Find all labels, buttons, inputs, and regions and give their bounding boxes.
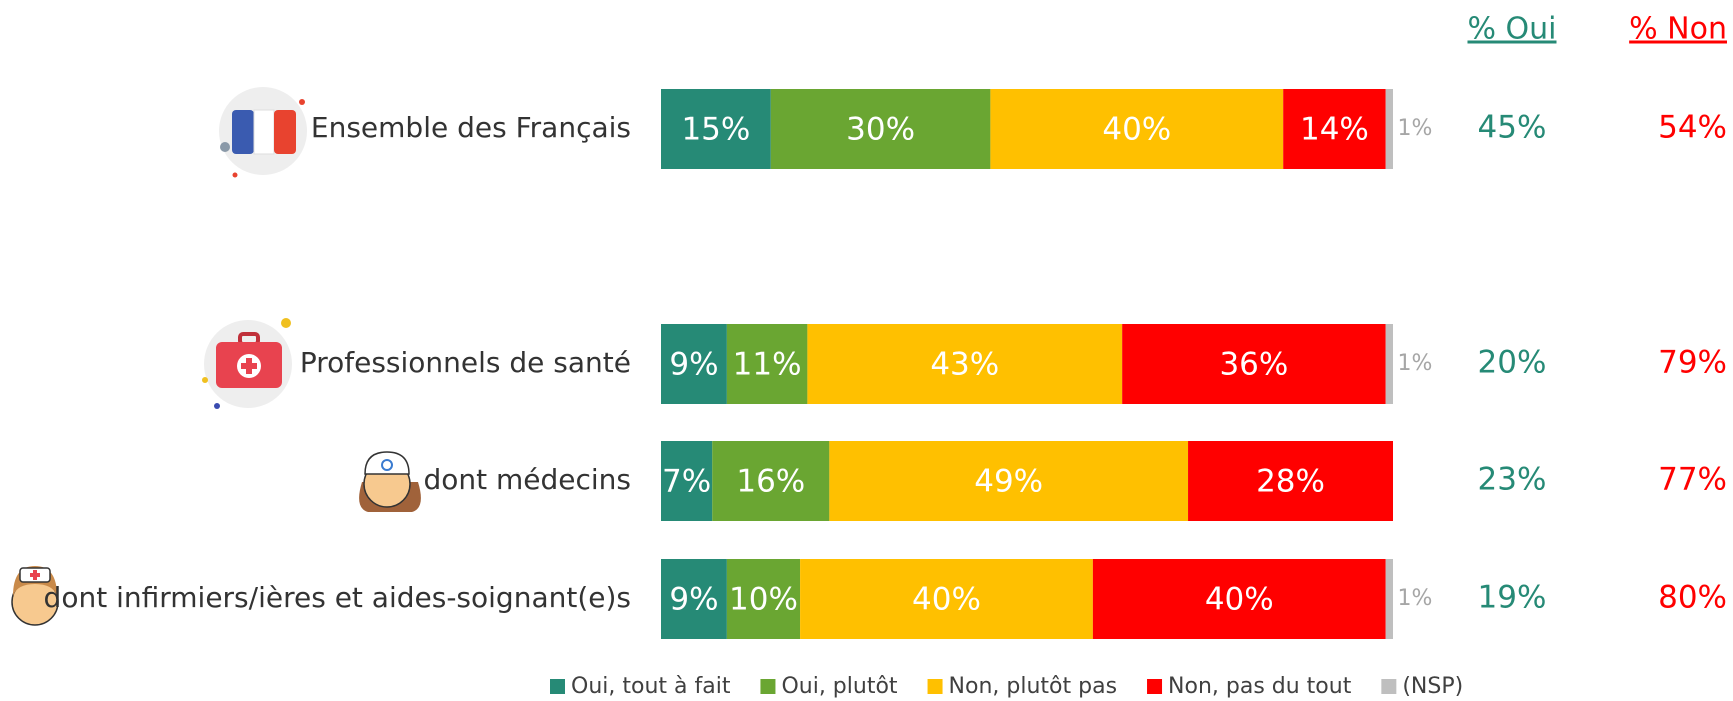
bar-segment	[829, 441, 1189, 521]
summary-value: 54%	[1658, 110, 1727, 146]
data-label: 40%	[912, 582, 981, 618]
column-header: % Non	[1629, 12, 1727, 47]
data-label: 9%	[669, 347, 718, 383]
bar-segment	[1122, 324, 1386, 404]
data-label: 10%	[729, 582, 798, 618]
data-label: 49%	[974, 464, 1043, 500]
bar-segment	[990, 89, 1284, 169]
summary-value: 45%	[1478, 110, 1547, 146]
category-label: dont infirmiers/ières et aides-soignant(…	[44, 581, 631, 614]
data-label: 1%	[1398, 116, 1433, 141]
legend-label: Non, pas du tout	[1168, 674, 1352, 699]
data-label: 15%	[681, 112, 750, 148]
legend-label: Oui, tout à fait	[571, 674, 731, 699]
bar-segment	[726, 324, 808, 404]
summary-value: 79%	[1658, 345, 1727, 381]
icon-medical-kit	[202, 318, 292, 409]
data-label: 9%	[669, 582, 718, 618]
summary-value: 77%	[1658, 462, 1727, 498]
bar-segment	[807, 324, 1123, 404]
data-label: 7%	[662, 464, 711, 500]
legend-swatch	[550, 679, 565, 694]
bar-segment	[1188, 441, 1393, 521]
bar-segment	[1092, 559, 1386, 639]
legend-label: Oui, plutôt	[781, 674, 897, 699]
bar-segment	[1385, 89, 1393, 169]
legend-swatch	[927, 679, 943, 694]
bar-segment	[661, 89, 771, 169]
summary-value: 23%	[1478, 462, 1547, 498]
icon-doctor	[359, 451, 421, 512]
data-label: 40%	[1102, 112, 1171, 148]
category-label: Professionnels de santé	[300, 346, 631, 379]
data-label: 30%	[846, 112, 915, 148]
bar-segment	[712, 441, 830, 521]
bar-segment	[1385, 559, 1393, 639]
legend-swatch	[1381, 679, 1397, 694]
data-label: 36%	[1219, 347, 1288, 383]
column-header: % Oui	[1467, 12, 1556, 47]
legend-label: (NSP)	[1402, 674, 1463, 699]
summary-value: 80%	[1658, 580, 1727, 616]
icon-nurse	[11, 566, 59, 626]
data-label: 40%	[1205, 582, 1274, 618]
data-label: 43%	[930, 347, 999, 383]
category-label: dont médecins	[423, 463, 631, 496]
bar-segment	[661, 324, 727, 404]
legend-swatch	[1147, 679, 1163, 694]
bar-segment	[661, 559, 727, 639]
bar-segment	[800, 559, 1093, 639]
data-label: 28%	[1256, 464, 1325, 500]
category-label: Ensemble des Français	[311, 111, 631, 144]
bar-segment	[661, 441, 713, 521]
bar-segment	[1385, 324, 1393, 404]
data-label: 1%	[1398, 351, 1433, 376]
data-label: 16%	[736, 464, 805, 500]
data-label: 1%	[1398, 586, 1433, 611]
bar-segment	[770, 89, 991, 169]
summary-value: 20%	[1478, 345, 1547, 381]
legend-label: Non, plutôt pas	[949, 674, 1117, 699]
data-label: 11%	[733, 347, 802, 383]
bar-segment	[1283, 89, 1386, 169]
summary-value: 19%	[1478, 580, 1547, 616]
icon-france	[219, 87, 307, 178]
bar-segment	[726, 559, 801, 639]
data-label: 14%	[1300, 112, 1369, 148]
legend-swatch	[760, 679, 776, 694]
